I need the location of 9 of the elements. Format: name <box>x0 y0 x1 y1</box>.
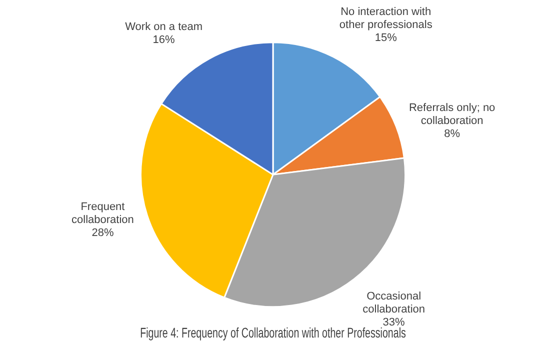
slice-label: Occasional collaboration <box>362 290 426 316</box>
slice-label: Frequent collaboration <box>72 200 134 226</box>
data-label: 28% <box>92 226 114 239</box>
data-label: 16% <box>152 34 176 46</box>
slice-label: Work on a team <box>125 20 203 33</box>
data-label: 8% <box>444 128 460 140</box>
slice-label: Referrals only; no collaboration <box>408 102 496 127</box>
data-label: 15% <box>374 32 398 44</box>
slice-label: No interaction with other professionals <box>339 6 433 31</box>
